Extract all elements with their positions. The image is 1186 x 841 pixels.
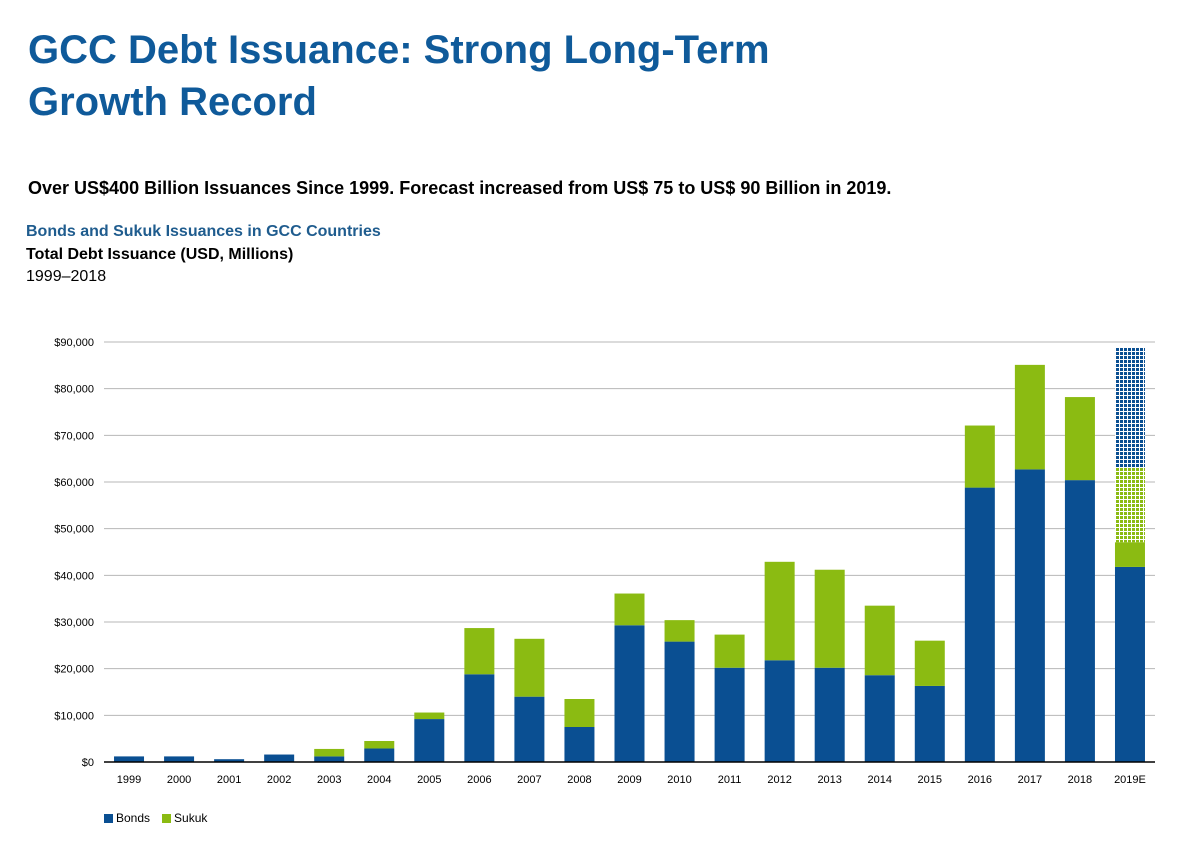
y-tick-label: $0 <box>82 757 94 769</box>
bar-sukuk <box>864 605 895 676</box>
legend-swatch-bonds <box>104 813 113 823</box>
bar-bonds <box>964 487 995 762</box>
x-tick-label: 2009 <box>617 774 641 786</box>
bar-bonds <box>164 756 195 762</box>
x-tick-label: 2003 <box>317 774 341 786</box>
bar-sukuk <box>814 569 845 668</box>
bar-sukuk <box>464 628 495 675</box>
x-tick-label: 2018 <box>1068 774 1092 786</box>
legend-swatch-sukuk <box>162 813 172 823</box>
x-tick-label: 1999 <box>117 774 141 786</box>
bar-bonds <box>264 754 295 762</box>
x-tick-label: 2010 <box>667 774 691 786</box>
y-tick-label: $70,000 <box>54 430 94 442</box>
bar-bonds <box>564 727 595 762</box>
x-tick-label: 2017 <box>1018 774 1042 786</box>
bar-sukuk <box>964 425 995 488</box>
bar-sukuk <box>1114 542 1145 567</box>
x-tick-label: 2004 <box>367 774 391 786</box>
stacked-bar-chart: $0 $10,000 $20,000 $30,000 $40,000 $50,000 $60… <box>54 337 1155 786</box>
x-tick-label: 2019E <box>1114 774 1146 786</box>
bar-bonds <box>1064 480 1095 762</box>
legend-item-sukuk: Sukuk <box>162 811 207 825</box>
headline: Over US$400 Billion Issuances Since 1999… <box>28 178 892 198</box>
x-tick-label: 2011 <box>718 774 742 786</box>
y-tick-label: $60,000 <box>54 477 94 489</box>
bar-bonds <box>764 660 795 762</box>
bar-sukuk <box>364 741 395 749</box>
y-tick-label: $40,000 <box>54 570 94 582</box>
bar-sukuk <box>664 620 695 642</box>
page-title: GCC Debt Issuance: Strong Long-Term Grow… <box>28 24 1128 128</box>
bar-sukuk <box>914 640 945 686</box>
bar-bonds <box>714 667 745 762</box>
chart-metric-label: Total Debt Issuance (USD, Millions) <box>26 246 294 263</box>
bar-bonds <box>664 641 695 762</box>
x-tick-label: 2008 <box>567 774 591 786</box>
chart-period: 1999–2018 <box>26 268 107 285</box>
chart-legend: Bonds Sukuk <box>104 811 207 825</box>
bar-bonds <box>864 675 895 762</box>
bar-bonds <box>314 756 345 762</box>
x-tick-label: 2013 <box>817 774 841 786</box>
x-tick-label: 2012 <box>767 774 791 786</box>
x-tick-label: 2001 <box>217 774 241 786</box>
y-tick-label: $30,000 <box>54 617 94 629</box>
legend-label-bonds: Bonds <box>116 811 151 825</box>
bar-bonds <box>114 756 145 762</box>
bar-bonds <box>514 696 545 762</box>
y-tick-label: $50,000 <box>54 524 94 536</box>
page-title-line-1: GCC Debt Issuance: Strong Long-Term <box>28 28 770 72</box>
legend-item-bonds: Bonds <box>104 811 150 825</box>
bar-sukuk <box>564 699 595 727</box>
bar-sukuk <box>714 634 745 668</box>
x-tick-label: 2015 <box>918 774 942 786</box>
x-tick-label: 2007 <box>517 774 541 786</box>
bar-sukuk <box>764 561 795 661</box>
bar-bonds <box>614 625 645 762</box>
bar-bonds <box>814 667 845 762</box>
legend-label-sukuk: Sukuk <box>174 811 208 825</box>
y-tick-label: $10,000 <box>54 710 94 722</box>
x-tick-label: 2016 <box>968 774 992 786</box>
y-tick-label: $80,000 <box>54 384 94 396</box>
page-title-line-2: Growth Record <box>28 80 317 124</box>
bar-bonds <box>1014 469 1045 762</box>
bar-sukuk <box>1064 397 1095 481</box>
x-tick-label: 2000 <box>167 774 191 786</box>
bar-sukuk <box>314 748 345 757</box>
bar-bonds-forecast <box>1114 347 1145 468</box>
chart-subtitle: Bonds and Sukuk Issuances in GCC Countri… <box>26 223 381 240</box>
x-tick-label: 2005 <box>417 774 441 786</box>
x-tick-label: 2014 <box>867 774 891 786</box>
bar-sukuk-forecast <box>1114 467 1145 543</box>
bar-bonds <box>464 674 495 762</box>
bar-sukuk <box>614 593 645 626</box>
y-tick-label: $90,000 <box>54 337 94 349</box>
bar-sukuk <box>414 712 445 720</box>
bar-sukuk <box>514 638 545 697</box>
bar-bonds <box>364 748 395 762</box>
bar-bonds <box>214 759 245 762</box>
x-tick-label: 2006 <box>467 774 491 786</box>
bar-bonds <box>914 685 945 762</box>
bar-sukuk <box>1014 364 1045 470</box>
x-tick-label: 2002 <box>267 774 291 786</box>
bar-bonds <box>1114 566 1145 762</box>
bar-bonds <box>414 719 445 762</box>
y-tick-label: $20,000 <box>54 664 94 676</box>
